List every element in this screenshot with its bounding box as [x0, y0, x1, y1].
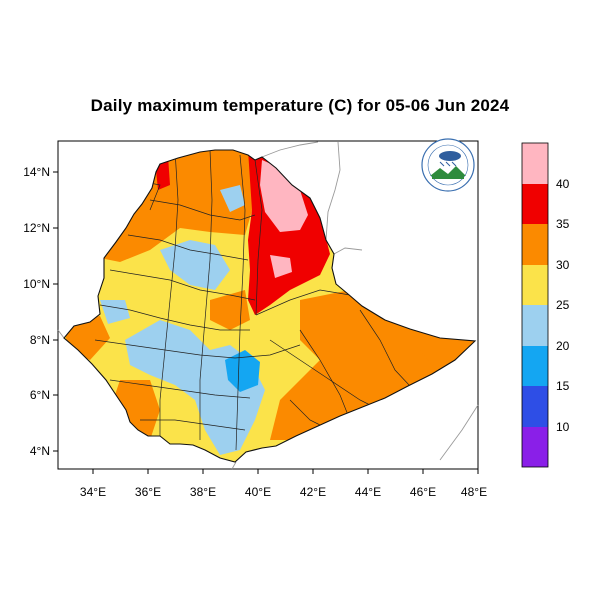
- color-legend: [521, 142, 549, 468]
- legend-swatch: [522, 305, 548, 346]
- neighbour-borders: [57, 141, 479, 470]
- legend-swatch: [522, 224, 548, 265]
- legend-label: 30: [556, 258, 570, 272]
- legend-label: 10: [556, 420, 570, 434]
- legend-label: 35: [556, 217, 570, 231]
- legend-swatch: [522, 184, 548, 224]
- map-title: Daily maximum temperature (C) for 05-06 …: [90, 96, 510, 115]
- y-tick-label: 4°N: [30, 444, 50, 458]
- x-tick-label: 36°E: [135, 485, 161, 499]
- legend-label: 20: [556, 339, 570, 353]
- x-tick-label: 34°E: [80, 485, 106, 499]
- legend-label: 40: [556, 177, 570, 191]
- y-tick-label: 6°N: [30, 388, 50, 402]
- legend-swatch: [522, 427, 548, 467]
- y-tick-label: 10°N: [23, 277, 50, 291]
- meteorology-agency-logo-icon: [421, 138, 475, 192]
- legend-label: 25: [556, 298, 570, 312]
- y-tick-label: 8°N: [30, 333, 50, 347]
- zone-boundaries: [94, 150, 411, 451]
- legend-label: 15: [556, 379, 570, 393]
- country-outline: [63, 149, 477, 463]
- legend-swatch: [522, 386, 548, 427]
- legend-swatch: [522, 143, 548, 184]
- x-tick-label: 38°E: [190, 485, 216, 499]
- y-tick-label: 14°N: [23, 165, 50, 179]
- legend-swatch: [522, 265, 548, 305]
- x-tick-label: 46°E: [410, 485, 436, 499]
- x-axis-ticks: [92, 469, 479, 474]
- x-tick-label: 42°E: [300, 485, 326, 499]
- x-tick-label: 40°E: [245, 485, 271, 499]
- y-tick-label: 12°N: [23, 221, 50, 235]
- temperature-field: [64, 150, 475, 462]
- legend-swatch: [522, 346, 548, 386]
- x-tick-label: 44°E: [355, 485, 381, 499]
- x-tick-label: 48°E: [461, 485, 487, 499]
- y-axis-ticks: [53, 171, 58, 452]
